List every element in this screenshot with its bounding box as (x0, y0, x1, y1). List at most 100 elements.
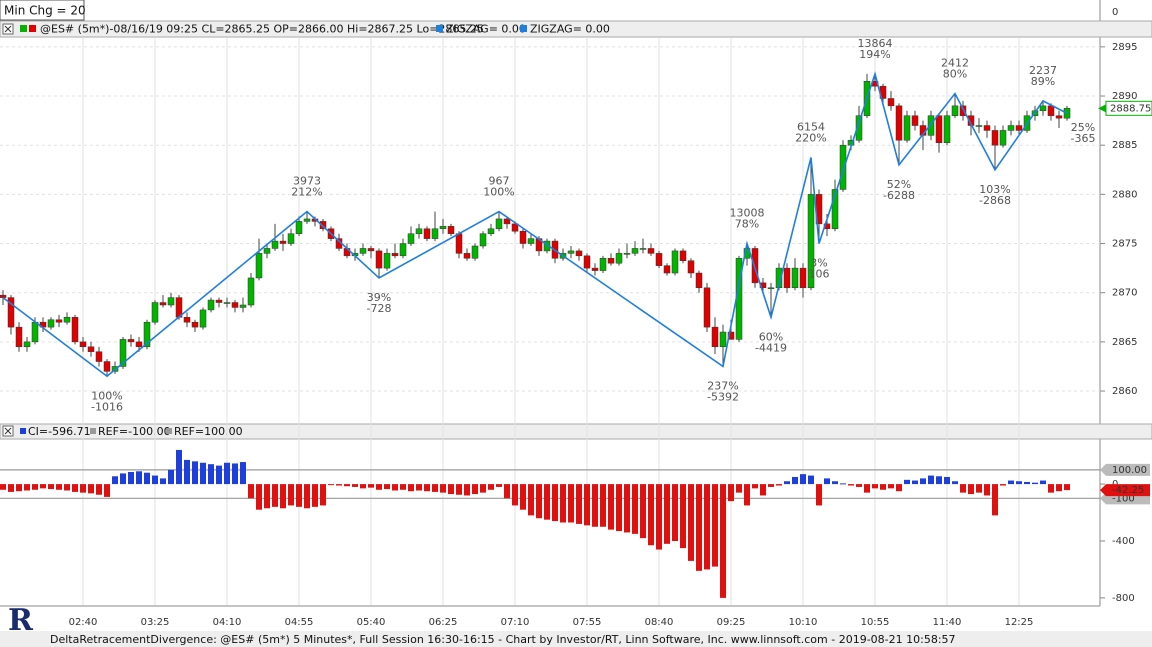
bar (688, 484, 694, 561)
legend-entry: ZIGZAG= 0.00 (446, 23, 526, 36)
bar (976, 484, 982, 493)
bar (72, 484, 78, 492)
bar (480, 484, 486, 493)
candle-body (183, 317, 191, 323)
bar (752, 484, 758, 489)
candle-body (855, 115, 863, 141)
pivot-label: 237% (707, 379, 738, 392)
bar (432, 484, 438, 492)
bar (232, 463, 238, 485)
x-tick-label: 08:40 (645, 617, 674, 628)
pivot-label: 80% (943, 68, 967, 81)
candle-body (615, 253, 623, 264)
bar (280, 484, 286, 509)
close-icon (4, 25, 12, 33)
candle-body (943, 115, 951, 143)
candle-body (1015, 125, 1023, 131)
candle-body (399, 243, 407, 257)
zigzag-line (2, 71, 1068, 378)
y-tick-label: 2875 (1112, 239, 1137, 250)
legend-swatch (166, 428, 172, 434)
candle-body (479, 233, 487, 247)
candle-body (703, 287, 711, 328)
bar (1000, 484, 1006, 486)
bar (128, 472, 134, 485)
candle-body (87, 346, 95, 352)
bar (792, 476, 798, 485)
bar (80, 484, 86, 493)
price-tag-label: 2888.75 (1110, 103, 1151, 114)
legend-entry: REF=100.00 (174, 425, 243, 438)
candle-body (239, 304, 247, 308)
pivot-label: 60% (759, 330, 783, 343)
bar (936, 476, 942, 485)
bar (120, 473, 126, 485)
pivot-label: 103% (979, 183, 1010, 196)
bar (872, 484, 878, 489)
candle-body (447, 226, 455, 234)
bar (856, 484, 862, 487)
bar (760, 484, 766, 496)
candle-body (639, 248, 647, 250)
bar (448, 484, 454, 495)
bar (176, 449, 182, 485)
candle-body (975, 125, 983, 127)
candle-body (463, 253, 471, 259)
candle-body (359, 248, 367, 254)
ref-tag (1100, 463, 1150, 476)
bar (1016, 481, 1022, 485)
pivot-label: 100% (91, 389, 122, 402)
candle-body (631, 248, 639, 254)
bar (576, 484, 582, 524)
x-tick-label: 07:10 (501, 617, 530, 628)
bar (248, 484, 254, 499)
candle-body (79, 341, 87, 348)
bar (264, 484, 270, 509)
bar (1064, 484, 1070, 491)
bar (896, 484, 902, 492)
candle-body (807, 194, 815, 289)
candle-body (255, 253, 263, 279)
candle-body (767, 287, 775, 290)
bar (880, 484, 886, 490)
bar (992, 484, 998, 516)
candle-body (47, 319, 55, 328)
bar (8, 484, 14, 492)
candle-body (935, 115, 943, 143)
bar (344, 484, 350, 487)
bar (904, 479, 910, 485)
legend-swatch (20, 25, 27, 32)
bar (304, 484, 310, 509)
x-tick-label: 07:55 (573, 617, 602, 628)
main-title: @ES# (5m*)-08/16/19 09:25 CL=2865.25 OP=… (40, 23, 484, 36)
candle-body (575, 250, 583, 257)
candle-body (927, 115, 935, 136)
bar (1008, 480, 1014, 485)
pivot-label: 6154 (797, 120, 825, 133)
bar (488, 484, 494, 490)
bar (240, 462, 246, 485)
min-change-box[interactable] (0, 0, 85, 21)
candle-body (71, 317, 79, 343)
candle-body (951, 105, 959, 116)
price-tag (1105, 100, 1152, 116)
bar (640, 484, 646, 539)
candle-body (783, 267, 791, 289)
y-tick-label: -400 (1112, 536, 1135, 547)
bar (152, 475, 158, 485)
bar (352, 484, 358, 487)
pivot-label: 25% (1071, 121, 1095, 134)
bar (664, 484, 670, 544)
close-icon (4, 427, 12, 435)
top-panel (0, 0, 1100, 21)
bar (672, 484, 678, 541)
candle-body (471, 245, 479, 259)
candle-body (1039, 105, 1047, 112)
candle-body (839, 144, 847, 190)
candle-body (903, 115, 911, 141)
x-tick-label: 02:40 (69, 617, 98, 628)
pivot-label: -4419 (755, 341, 787, 354)
bar (648, 484, 654, 546)
bar (440, 484, 446, 493)
pivot-label: -1016 (91, 400, 123, 413)
